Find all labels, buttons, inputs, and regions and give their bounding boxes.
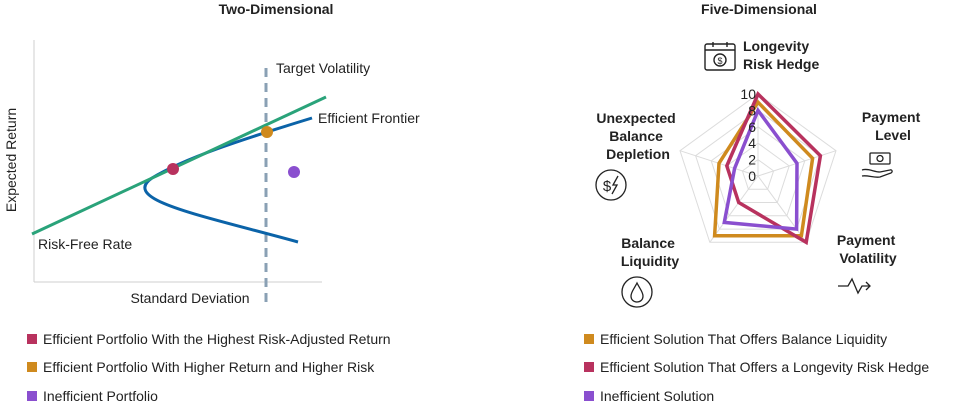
legend-swatch-gold <box>27 362 37 372</box>
radar-series-crimson <box>724 90 823 246</box>
radar-series-gold <box>712 99 815 238</box>
left-legend: Efficient Portfolio With the Highest Ris… <box>27 331 391 404</box>
legend-swatch-gold <box>584 334 594 344</box>
legend-item: Inefficient Solution <box>584 388 714 404</box>
dollar-lightning-icon: $ <box>595 169 627 201</box>
radar-axis-label-balance-liquidity: Balance Liquidity <box>621 235 680 269</box>
radar-spoke <box>757 175 807 243</box>
right-chart-title: Five-Dimensional <box>701 1 817 17</box>
target-volatility-label: Target Volatility <box>276 60 370 76</box>
capital-market-line <box>31 95 327 236</box>
legend-item: Efficient Solution That Offers a Longevi… <box>584 359 929 375</box>
radar-axis-label-unexpected-depletion: Unexpected Balance Depletion <box>596 110 679 162</box>
efficient-frontier-curve <box>143 116 313 244</box>
radar-tick-label: 6 <box>748 119 756 135</box>
legend-label: Efficient Solution That Offers Balance L… <box>600 331 887 347</box>
left-x-axis-label: Standard Deviation <box>130 290 249 306</box>
legend-item: Inefficient Portfolio <box>27 388 158 404</box>
higher-return-point <box>261 126 273 138</box>
radar-axis-label-longevity: Longevity Risk Hedge <box>743 38 819 72</box>
radar-grid-ring <box>695 109 821 230</box>
legend-item: Efficient Portfolio With Higher Return a… <box>27 359 375 375</box>
radar-grid-ring <box>679 93 837 243</box>
legend-swatch-purple <box>584 391 594 401</box>
radar-tick-label: 0 <box>748 168 756 184</box>
radar-series-purple <box>722 106 799 232</box>
inefficient-portfolio-point <box>288 166 300 178</box>
left-chart-title: Two-Dimensional <box>219 1 334 17</box>
svg-text:$: $ <box>717 56 722 66</box>
left-y-axis-label: Expected Return <box>3 108 19 212</box>
radar-grid-ring <box>741 158 775 190</box>
legend-swatch-crimson <box>27 334 37 344</box>
legend-label: Efficient Portfolio With the Highest Ris… <box>43 331 391 347</box>
radar-axis-label-payment-volatility: Payment Volatility <box>837 232 899 266</box>
volatility-arrow-icon <box>838 277 871 295</box>
svg-text:$: $ <box>603 178 612 195</box>
radar-tick-label: 10 <box>740 86 756 102</box>
legend-label: Inefficient Solution <box>600 388 714 404</box>
radar-axis-label-payment-level: Payment Level <box>862 109 924 143</box>
radar-tick-label: 8 <box>748 102 756 118</box>
legend-label: Inefficient Portfolio <box>43 388 158 404</box>
calendar-dollar-icon: $ <box>704 42 736 71</box>
two-dimensional-chart: Two-Dimensional Expected Return Standard… <box>3 1 420 306</box>
legend-item: Efficient Solution That Offers Balance L… <box>584 331 887 347</box>
highest-risk-adjusted-point <box>167 163 179 175</box>
legend-label: Efficient Solution That Offers a Longevi… <box>600 359 929 375</box>
radar-tick-label: 4 <box>748 135 756 151</box>
radar-spoke <box>709 175 759 243</box>
risk-free-rate-label: Risk-Free Rate <box>38 236 132 252</box>
legend-swatch-purple <box>27 391 37 401</box>
radar-series <box>712 90 823 246</box>
droplet-icon <box>621 276 653 308</box>
radar-grid-ring <box>726 142 790 203</box>
right-legend: Efficient Solution That Offers Balance L… <box>584 331 929 404</box>
radar-tick-label: 2 <box>748 152 756 168</box>
legend-item: Efficient Portfolio With the Highest Ris… <box>27 331 391 347</box>
hand-cash-icon <box>861 152 893 178</box>
radar-web <box>679 93 837 243</box>
efficient-frontier-label: Efficient Frontier <box>318 110 420 126</box>
legend-swatch-crimson <box>584 362 594 372</box>
legend-label: Efficient Portfolio With Higher Return a… <box>43 359 375 375</box>
